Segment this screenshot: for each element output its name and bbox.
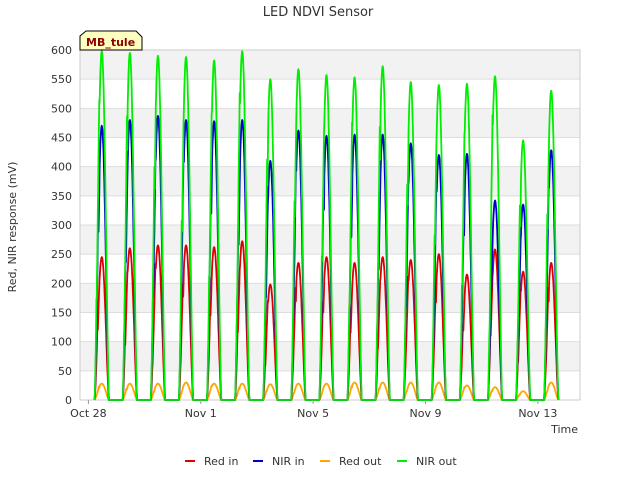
y-tick-label: 200: [51, 277, 72, 290]
y-tick-label: 300: [51, 219, 72, 232]
x-tick-label: Nov 9: [410, 407, 442, 420]
y-tick-label: 400: [51, 161, 72, 174]
plot-frame: [79, 49, 581, 401]
x-tick-label: Nov 13: [518, 407, 557, 420]
y-tick-label: 550: [51, 73, 72, 86]
legend-label-red-out: Red out: [339, 455, 382, 468]
y-tick-label: 500: [51, 102, 72, 115]
plot-band: [80, 341, 580, 371]
y-axis-label: Red, NIR response (mV): [6, 162, 19, 293]
legend: Red in NIR in Red out NIR out: [185, 455, 457, 468]
legend-label-nir-out: NIR out: [416, 455, 457, 468]
series-line-red-out: [93, 381, 560, 401]
legend-label-nir-in: NIR in: [272, 455, 305, 468]
x-tick-label: Nov 5: [297, 407, 329, 420]
legend-label-red-in: Red in: [204, 455, 238, 468]
series-line-nir-out: [93, 50, 560, 401]
y-axis-ticks: 0 50 100 150 200 250 300 350 400 450 500 550 600: [51, 44, 72, 407]
y-tick-label: 0: [65, 394, 72, 407]
chart-title: LED NDVI Sensor: [263, 5, 374, 20]
x-tick-label: Nov 1: [185, 407, 217, 420]
series-layer: [93, 50, 560, 401]
y-tick-label: 50: [58, 365, 72, 378]
site-badge-label: MB_tule: [86, 36, 135, 49]
y-tick-label: 600: [51, 44, 72, 57]
y-tick-label: 450: [51, 132, 72, 145]
y-tick-label: 150: [51, 307, 72, 320]
y-tick-label: 350: [51, 190, 72, 203]
x-axis-label: Time: [550, 423, 578, 436]
x-tick-label: Oct 28: [70, 407, 107, 420]
y-tick-label: 100: [51, 336, 72, 349]
y-tick-label: 250: [51, 248, 72, 261]
x-axis-ticks: Oct 28 Nov 1 Nov 5 Nov 9 Nov 13: [70, 400, 557, 420]
plot-band: [80, 50, 580, 80]
site-badge: MB_tule: [79, 30, 143, 51]
